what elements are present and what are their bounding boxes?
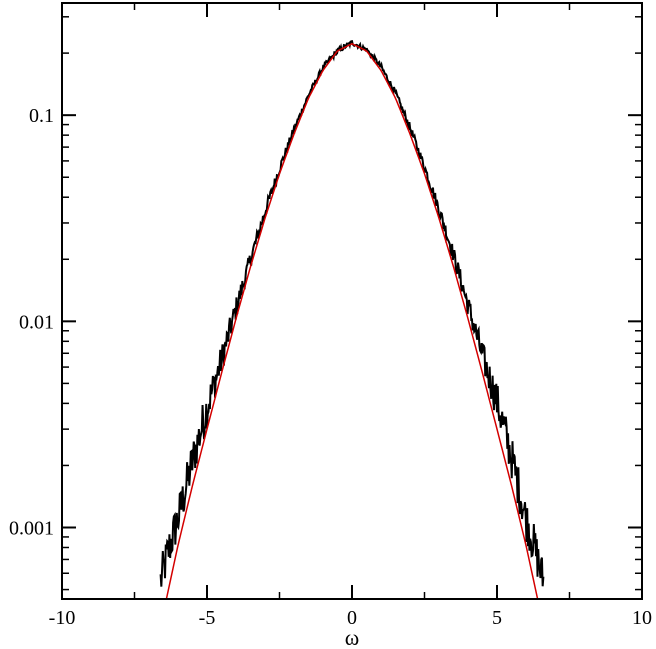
y-tick-label: 0.01	[19, 311, 54, 333]
plot-background	[62, 3, 642, 599]
y-tick-label: 0.1	[29, 105, 54, 127]
series-layer	[159, 40, 545, 600]
x-tick-label: 0	[347, 607, 357, 629]
x-tick-label: -5	[199, 607, 216, 629]
x-tick-label: -10	[49, 607, 76, 629]
tick-layer: -10 -5 0 5 10 0.001 0.01 0.1	[9, 3, 652, 629]
plot-frame	[61, 2, 643, 600]
x-axis-label: ω	[345, 625, 359, 649]
x-tick-label: 5	[492, 607, 502, 629]
x-tick-label: 10	[632, 607, 652, 629]
series-black-data	[159, 40, 545, 587]
series-red-fit	[165, 42, 539, 600]
y-tick-label: 0.001	[9, 518, 54, 540]
